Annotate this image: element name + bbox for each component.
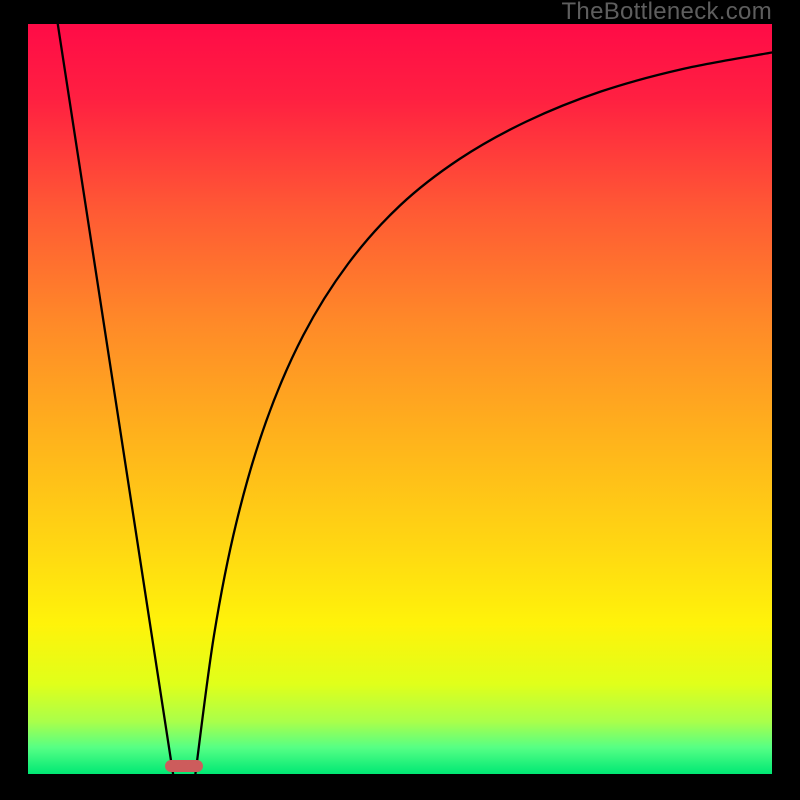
- valley-marker: [165, 760, 203, 772]
- curves-layer: [28, 24, 772, 774]
- watermark-text: TheBottleneck.com: [561, 0, 772, 26]
- right-curve: [195, 53, 772, 775]
- plot-area: [28, 24, 772, 774]
- left-curve: [58, 24, 173, 774]
- outer-frame: TheBottleneck.com: [0, 0, 800, 800]
